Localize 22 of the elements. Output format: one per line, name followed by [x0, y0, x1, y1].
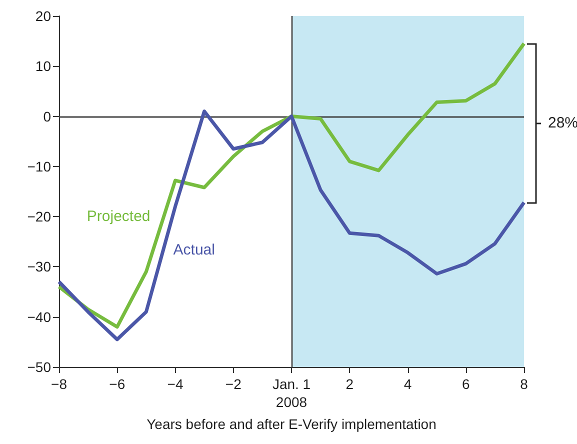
y-tick-label: −10: [27, 158, 52, 174]
y-tick-label: −50: [27, 359, 52, 375]
x-axis-title: Years before and after E-Verify implementation: [146, 416, 436, 432]
y-tick-label: −30: [27, 258, 52, 275]
x-tick-label: −2: [225, 376, 242, 392]
series-label: Actual: [173, 242, 215, 259]
y-tick-label: 20: [35, 8, 52, 24]
x-tick-label: 8: [520, 376, 528, 392]
x-tick-label: −4: [167, 376, 184, 392]
y-tick-label: 0: [43, 108, 52, 124]
x-tick-label: 6: [462, 376, 470, 392]
y-tick-label: −20: [27, 208, 52, 225]
x-tick-label: Jan. 1 2008: [272, 376, 311, 410]
x-tick-label: 2: [346, 376, 354, 392]
y-tick-label: −40: [27, 308, 52, 325]
x-tick-label: −8: [51, 376, 68, 392]
x-tick-label: 4: [404, 376, 412, 392]
line-series: [57, 42, 526, 329]
series-label: Projected: [86, 208, 150, 226]
x-tick-label: −6: [109, 376, 126, 392]
y-tick-label: 10: [35, 58, 52, 74]
line-series: [57, 110, 526, 342]
